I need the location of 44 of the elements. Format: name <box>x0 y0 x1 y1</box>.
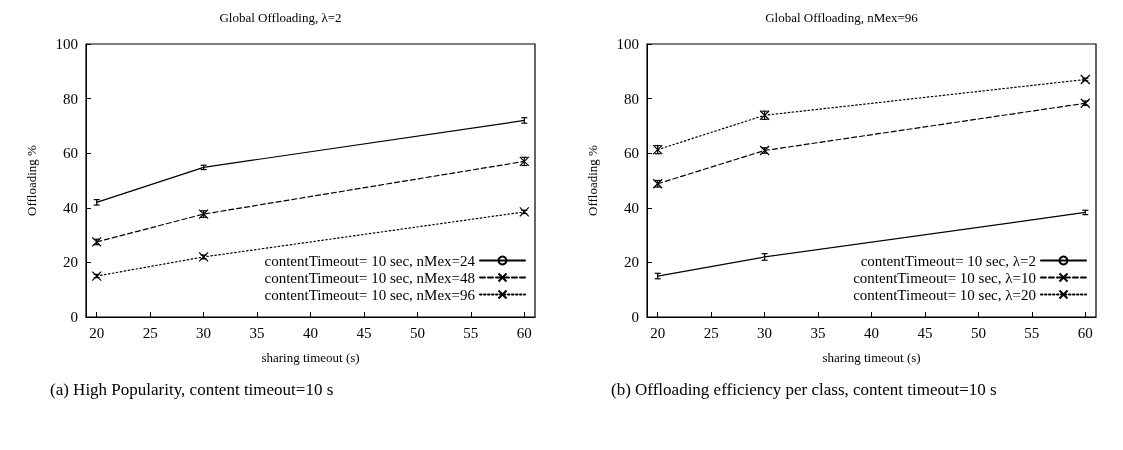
y-axis-title: Offloading % <box>585 144 600 216</box>
x-tick-label: 40 <box>864 324 879 341</box>
y-tick-label: 40 <box>63 199 78 216</box>
y-tick-label: 80 <box>63 90 78 107</box>
x-tick-label: 45 <box>917 324 933 341</box>
x-tick-label: 60 <box>1077 324 1093 341</box>
x-axis-title: sharing timeout (s) <box>822 350 921 365</box>
x-tick-label: 45 <box>356 324 372 341</box>
y-tick-label: 20 <box>63 254 78 271</box>
x-tick-label: 40 <box>303 324 318 341</box>
chart-title: Global Offloading, nMex=96 <box>765 10 919 25</box>
text: (a) High Popularity, content timeout=10 s <box>49 379 335 401</box>
y-tick-label: 80 <box>624 90 639 107</box>
x-tick-label: 25 <box>703 324 719 341</box>
x-tick-label: 20 <box>89 324 105 341</box>
x-tick-label: 30 <box>196 324 212 341</box>
x-tick-label: 50 <box>970 324 986 341</box>
x-tick-label: 20 <box>650 324 666 341</box>
y-tick-label: 40 <box>624 199 639 216</box>
x-tick-label: 30 <box>757 324 773 341</box>
y-tick-label: 60 <box>63 145 78 162</box>
y-tick-label: 20 <box>624 254 639 271</box>
x-tick-label: 25 <box>142 324 158 341</box>
legend-label: contentTimeout= 10 sec, nMex=48 <box>264 269 475 286</box>
y-tick-label: 0 <box>70 309 78 325</box>
legend-label: contentTimeout= 10 sec, λ=10 <box>853 269 1036 286</box>
y-tick-label: 100 <box>55 36 78 52</box>
x-tick-label: 35 <box>249 324 265 341</box>
x-tick-label: 50 <box>409 324 425 341</box>
x-tick-label: 55 <box>1024 324 1040 341</box>
text: (b) Offloading efficiency per class, content timeout=10 s <box>610 379 998 401</box>
legend-label: contentTimeout= 10 sec, λ=20 <box>853 286 1036 303</box>
legend-label: contentTimeout= 10 sec, nMex=24 <box>264 252 476 269</box>
x-axis-title: sharing timeout (s) <box>261 350 360 365</box>
legend-label: contentTimeout= 10 sec, nMex=96 <box>264 286 476 303</box>
legend-label: contentTimeout= 10 sec, λ=2 <box>860 252 1036 269</box>
chart-title: Global Offloading, λ=2 <box>219 10 342 25</box>
y-tick-label: 60 <box>624 145 639 162</box>
x-tick-label: 55 <box>463 324 479 341</box>
x-tick-label: 60 <box>516 324 532 341</box>
x-tick-label: 35 <box>810 324 826 341</box>
y-tick-label: 0 <box>631 309 639 325</box>
y-axis-title: Offloading % <box>24 144 39 216</box>
y-tick-label: 100 <box>616 36 639 52</box>
